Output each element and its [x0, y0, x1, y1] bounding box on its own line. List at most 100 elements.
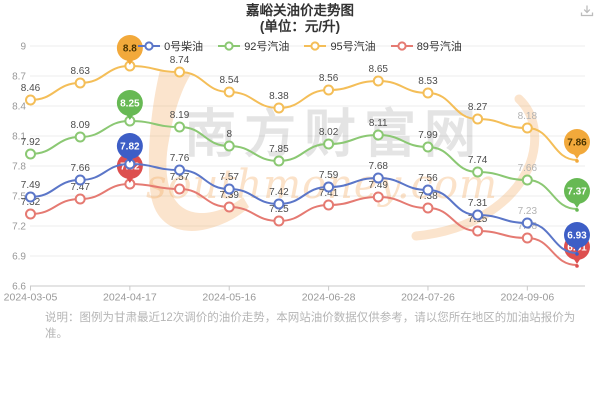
data-point[interactable] — [422, 141, 434, 153]
legend-item-0号柴油[interactable]: 0号柴油 — [138, 38, 203, 54]
svg-text:8.25: 8.25 — [120, 99, 140, 110]
chart-title-line1: 嘉峪关油价走势图 — [246, 3, 354, 18]
data-point-label: 8.19 — [170, 110, 190, 121]
data-point[interactable] — [575, 208, 579, 212]
data-point[interactable] — [74, 174, 86, 186]
data-point[interactable] — [174, 183, 186, 195]
min-value-balloon-92号汽油[interactable]: 7.37 — [564, 178, 590, 208]
data-point-label: 7.92 — [21, 137, 41, 148]
data-point-label: 7.76 — [170, 153, 190, 164]
data-point[interactable] — [422, 184, 434, 196]
x-axis-tick-label: 2024-03-05 — [4, 292, 58, 304]
data-point[interactable] — [575, 159, 579, 163]
data-point[interactable] — [25, 208, 36, 220]
data-point[interactable] — [25, 94, 36, 106]
svg-text:6.93: 6.93 — [567, 231, 587, 242]
data-point[interactable] — [223, 201, 235, 213]
y-axis-tick-label: 6.9 — [12, 252, 26, 263]
data-point[interactable] — [323, 84, 335, 96]
data-point-label: 7.66 — [70, 163, 90, 174]
data-point[interactable] — [323, 199, 335, 211]
data-point[interactable] — [372, 172, 384, 184]
data-point-label: 7.41 — [319, 188, 339, 199]
data-point[interactable] — [472, 225, 484, 237]
data-point[interactable] — [472, 166, 484, 178]
legend-item-92号汽油[interactable]: 92号汽油 — [218, 38, 289, 54]
svg-text:7.82: 7.82 — [120, 142, 140, 153]
y-axis-tick-label: 7.5 — [12, 192, 26, 203]
data-point-label: 8.38 — [269, 91, 289, 102]
legend-item-95号汽油[interactable]: 95号汽油 — [304, 38, 376, 54]
legend-label: 95号汽油 — [330, 41, 376, 53]
data-point-label: 7.47 — [70, 182, 90, 193]
data-point[interactable] — [273, 198, 285, 210]
data-point[interactable] — [223, 86, 235, 98]
data-point[interactable] — [472, 209, 484, 221]
data-point-label: 7.39 — [219, 190, 239, 201]
data-point[interactable] — [372, 191, 384, 203]
legend-marker-icon — [390, 41, 413, 51]
data-point[interactable] — [174, 121, 186, 133]
data-point-label: 8.18 — [518, 111, 538, 122]
legend-label: 0号柴油 — [164, 41, 204, 53]
data-point[interactable] — [174, 66, 186, 78]
data-point-label: 7.25 — [269, 204, 289, 215]
data-point-label: 8.46 — [21, 83, 41, 94]
data-point[interactable] — [273, 155, 285, 167]
data-point-label: 7.38 — [418, 191, 438, 202]
chart-title-line2: (单位：元/升) — [259, 19, 341, 34]
data-point-label: 7.32 — [21, 197, 41, 208]
y-axis-tick-label: 8.4 — [12, 102, 26, 113]
data-point[interactable] — [422, 202, 434, 214]
max-value-balloon-92号汽油[interactable]: 8.25 — [116, 90, 143, 120]
data-point[interactable] — [273, 102, 285, 114]
data-point[interactable] — [372, 75, 384, 87]
data-point-label: 8.27 — [468, 102, 488, 113]
data-point[interactable] — [422, 87, 434, 99]
chart-legend: 0号柴油 92号汽油 95号汽油 89号汽油 — [0, 38, 600, 54]
svg-text:8.8: 8.8 — [123, 44, 137, 55]
legend-item-89号汽油[interactable]: 89号汽油 — [390, 38, 462, 54]
series-line-89号汽油 — [29, 182, 578, 266]
y-axis-tick-label: 7.8 — [12, 162, 26, 173]
data-point[interactable] — [472, 113, 484, 125]
min-value-balloon-0号柴油[interactable]: 6.93 — [564, 222, 590, 252]
data-point-label: 8.56 — [319, 73, 339, 84]
data-point[interactable] — [323, 138, 335, 150]
download-icon[interactable] — [579, 3, 595, 19]
data-point[interactable] — [575, 252, 579, 256]
svg-text:southmoney.com: southmoney.com — [146, 162, 498, 208]
max-value-balloon-95号汽油[interactable]: 8.8 — [116, 35, 143, 65]
x-axis-tick-label: 2024-04-17 — [103, 292, 157, 304]
data-point[interactable] — [575, 264, 579, 268]
data-point[interactable] — [521, 122, 533, 134]
data-point[interactable] — [521, 174, 533, 186]
data-point[interactable] — [223, 183, 235, 195]
data-point-label: 7.49 — [21, 180, 41, 191]
data-point[interactable] — [74, 131, 86, 143]
data-point[interactable] — [521, 232, 533, 244]
data-point-label: 8.74 — [170, 55, 190, 66]
data-point-label: 8.09 — [70, 120, 90, 131]
data-point[interactable] — [223, 140, 235, 152]
data-point[interactable] — [372, 129, 384, 141]
x-axis-tick-label: 2024-05-16 — [202, 292, 256, 304]
data-point[interactable] — [25, 148, 36, 160]
svg-text:7.37: 7.37 — [567, 187, 587, 198]
data-point-label: 8.02 — [319, 127, 339, 138]
data-point[interactable] — [74, 193, 86, 205]
data-point[interactable] — [74, 77, 86, 89]
max-value-balloon-0号柴油[interactable]: 7.82 — [116, 133, 143, 163]
data-point[interactable] — [521, 217, 533, 229]
x-axis-tick-label: 2024-09-06 — [500, 292, 554, 304]
data-point[interactable] — [273, 215, 285, 227]
min-value-balloon-95号汽油[interactable]: 7.86 — [564, 129, 590, 159]
data-point-label: 7.74 — [468, 155, 488, 166]
data-point[interactable] — [323, 181, 335, 193]
data-point[interactable] — [25, 191, 36, 203]
data-point[interactable] — [174, 164, 186, 176]
data-point-label: 7.68 — [369, 161, 389, 172]
data-point-label: 8.53 — [418, 76, 438, 87]
data-point-label: 7.49 — [369, 180, 389, 191]
data-point-label: 7.99 — [418, 130, 438, 141]
